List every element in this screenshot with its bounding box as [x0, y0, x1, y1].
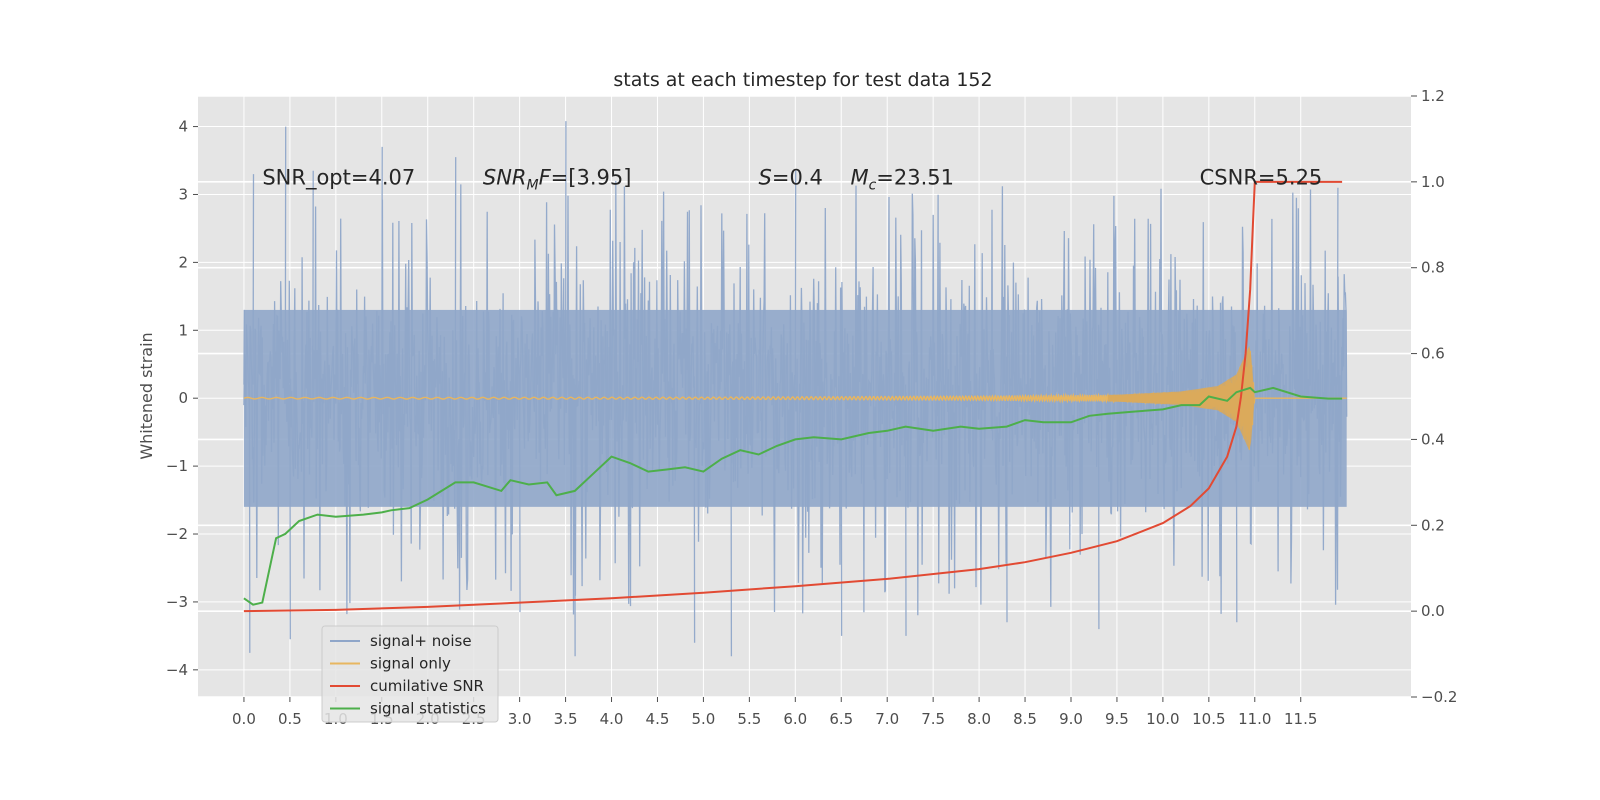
annotation-s-symbol: S: [759, 165, 772, 189]
legend-label: signal only: [370, 655, 451, 673]
annotation-s: S=0.4: [759, 165, 823, 189]
annotation-snr_mf-subscript: M: [527, 177, 539, 193]
y-right-tick-label: 0.0: [1421, 602, 1445, 620]
y-right-tick-label: 1.0: [1421, 173, 1445, 191]
y-tick-label: 2: [178, 253, 188, 271]
x-tick-label: 0.0: [232, 710, 256, 728]
annotation-snr_mf-symbol: SNR: [483, 165, 527, 189]
annotation-mc-symbol: M: [850, 165, 868, 189]
x-tick-label: 3.5: [554, 710, 578, 728]
y-tick-label: 1: [178, 321, 188, 339]
y-right-tick-label: 1.2: [1421, 87, 1445, 105]
legend-label: signal statistics: [370, 700, 486, 718]
annotation-snr_opt-value: 4.07: [368, 165, 415, 189]
x-tick-label: 6.0: [783, 710, 807, 728]
y-right-tick-label: −0.2: [1421, 688, 1457, 706]
x-tick-label: 6.5: [829, 710, 853, 728]
annotation-snr_mf-symbol-rest: F=: [539, 165, 569, 189]
annotation-mc-subscript: c: [869, 177, 877, 193]
x-tick-label: 7.5: [921, 710, 945, 728]
y-right-tick-label: 0.8: [1421, 259, 1445, 277]
x-tick-label: 4.0: [600, 710, 624, 728]
annotation-s-value: =0.4: [772, 165, 823, 189]
x-tick-label: 11.0: [1238, 710, 1271, 728]
legend-label: cumilative SNR: [370, 677, 484, 695]
y-tick-label: 3: [178, 185, 188, 203]
annotation-snr_mf: SNRMF=[3.95]: [483, 165, 632, 193]
y-tick-label: −3: [166, 593, 188, 611]
y-tick-label: −1: [166, 457, 188, 475]
x-tick-label: 9.5: [1105, 710, 1129, 728]
x-tick-label: 3.0: [508, 710, 532, 728]
x-tick-label: 4.5: [646, 710, 670, 728]
x-tick-label: 7.0: [875, 710, 899, 728]
series-cumulative-snr-line: [243, 180, 1343, 613]
x-tick-label: 10.5: [1192, 710, 1225, 728]
y-tick-label: 4: [178, 118, 188, 136]
chart-title: stats at each timestep for test data 152: [613, 69, 992, 91]
annotation-csnr-value: 5.25: [1276, 165, 1323, 189]
x-tick-label: 5.5: [737, 710, 761, 728]
annotation-mc: Mc=23.51: [850, 165, 954, 193]
x-tick-label: 8.5: [1013, 710, 1037, 728]
y-tick-label: 0: [178, 389, 188, 407]
y-right-tick-label: 0.2: [1421, 516, 1445, 534]
x-tick-label: 5.0: [691, 710, 715, 728]
legend-box: [321, 625, 499, 723]
series-signal-only-envelope: [1107, 345, 1255, 451]
series-signal-noise-core: [243, 309, 1347, 507]
annotation-snr_opt-label: SNR_opt=: [262, 165, 368, 190]
annotation-mc-value: =23.51: [876, 165, 954, 189]
y-axis-label: Whitened strain: [137, 332, 156, 459]
x-tick-label: 0.5: [278, 710, 302, 728]
y-tick-label: −2: [166, 525, 188, 543]
annotation-snr_opt: SNR_opt=4.07: [262, 165, 415, 190]
x-tick-label: 9.0: [1059, 710, 1083, 728]
annotation-csnr: CSNR=5.25: [1200, 165, 1323, 189]
annotation-snr_mf-value: [3.95]: [568, 165, 631, 189]
x-tick-label: 8.0: [967, 710, 991, 728]
y-tick-label: −4: [166, 661, 188, 679]
series-signal-statistics-line: [243, 386, 1343, 606]
y-right-tick-label: 0.6: [1421, 345, 1445, 363]
x-tick-label: 10.0: [1146, 710, 1179, 728]
legend-label: signal+ noise: [370, 632, 472, 650]
x-tick-label: 11.5: [1284, 710, 1317, 728]
y-right-tick-label: 0.4: [1421, 430, 1445, 448]
annotation-csnr-label: CSNR=: [1200, 165, 1276, 189]
